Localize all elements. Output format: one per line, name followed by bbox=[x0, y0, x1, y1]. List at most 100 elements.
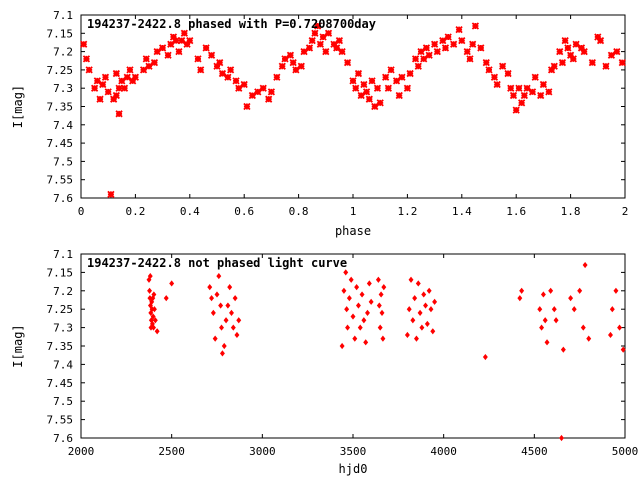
x-tick-label: 3000 bbox=[249, 445, 276, 458]
data-point bbox=[216, 58, 224, 67]
data-point bbox=[346, 295, 352, 302]
y-tick-label: 7.3 bbox=[53, 322, 73, 335]
data-point bbox=[289, 58, 297, 67]
data-point bbox=[540, 291, 546, 298]
data-point bbox=[85, 66, 93, 74]
data-point bbox=[588, 58, 596, 67]
data-point bbox=[343, 58, 352, 67]
data-point bbox=[469, 40, 477, 48]
data-point bbox=[354, 284, 360, 291]
data-point bbox=[466, 55, 474, 63]
data-point bbox=[444, 33, 452, 41]
y-tick-label: 7.6 bbox=[53, 192, 73, 205]
data-point bbox=[609, 306, 615, 313]
data-point bbox=[183, 40, 191, 48]
data-point bbox=[178, 36, 186, 45]
data-point bbox=[335, 36, 344, 45]
data-point bbox=[523, 84, 531, 92]
y-tick-label: 7.4 bbox=[53, 119, 73, 132]
data-point bbox=[129, 77, 137, 85]
data-point bbox=[455, 26, 463, 34]
panel-phased: 0 0.2 0.4 0.6 0.8 1 1.2 1.4 1.6 1.8 2 7.1 7.15 7.2 7.2… bbox=[11, 9, 628, 238]
data-point bbox=[548, 287, 554, 294]
y-tick-label: 7.55 bbox=[47, 414, 74, 427]
data-point bbox=[305, 44, 314, 52]
data-point bbox=[560, 346, 566, 353]
data-point bbox=[404, 331, 410, 339]
data-point bbox=[145, 62, 153, 70]
data-point bbox=[463, 47, 471, 56]
data-point bbox=[608, 331, 613, 339]
x-tick-label: 1.4 bbox=[452, 205, 472, 218]
data-point bbox=[537, 91, 545, 100]
data-point bbox=[278, 62, 286, 70]
data-point bbox=[352, 335, 358, 342]
data-point bbox=[571, 306, 577, 313]
data-point bbox=[363, 339, 369, 346]
data-point bbox=[131, 73, 140, 81]
data-point bbox=[558, 58, 567, 67]
data-point bbox=[586, 335, 592, 342]
data-point bbox=[212, 335, 218, 342]
data-point bbox=[152, 317, 158, 324]
data-point bbox=[361, 317, 367, 324]
data-point bbox=[147, 272, 153, 280]
data-point bbox=[169, 280, 175, 287]
data-point bbox=[423, 302, 428, 309]
data-point bbox=[566, 51, 575, 59]
data-point bbox=[368, 77, 376, 85]
data-point bbox=[504, 69, 512, 78]
data-point bbox=[381, 284, 387, 291]
data-point bbox=[158, 44, 167, 52]
x-tick-label: 2 bbox=[622, 205, 629, 218]
y-tick-label: 7.15 bbox=[47, 266, 74, 279]
data-point bbox=[175, 47, 183, 56]
data-point bbox=[202, 44, 210, 52]
data-point bbox=[421, 291, 427, 298]
data-point bbox=[339, 342, 345, 350]
y-axis-label: I[mag] bbox=[11, 324, 25, 367]
data-point bbox=[350, 313, 356, 320]
data-point bbox=[112, 69, 120, 78]
data-point bbox=[221, 342, 227, 350]
chart-title: 194237-2422.8 phased with P=0.7208700day bbox=[87, 17, 376, 31]
x-tick-label: 0.6 bbox=[234, 205, 254, 218]
data-point bbox=[580, 324, 586, 331]
data-point bbox=[561, 36, 569, 45]
data-point bbox=[154, 328, 160, 335]
x-tick-label: 4500 bbox=[521, 445, 548, 458]
data-point bbox=[207, 284, 213, 291]
data-point bbox=[243, 102, 251, 111]
data-point bbox=[210, 309, 216, 316]
data-point bbox=[362, 88, 371, 96]
data-point bbox=[550, 62, 558, 70]
data-point bbox=[392, 77, 401, 85]
data-point bbox=[512, 106, 520, 114]
data-point bbox=[518, 99, 526, 107]
data-point bbox=[169, 33, 178, 41]
data-point bbox=[376, 302, 382, 309]
data-point bbox=[490, 73, 499, 81]
data-points bbox=[80, 22, 626, 198]
data-point bbox=[545, 88, 553, 96]
data-point bbox=[375, 276, 381, 283]
x-tick-label: 0.2 bbox=[125, 205, 145, 218]
data-point bbox=[433, 47, 441, 56]
data-point bbox=[485, 66, 493, 74]
data-point bbox=[382, 73, 390, 81]
data-point bbox=[607, 51, 616, 59]
y-tick-label: 7.25 bbox=[47, 303, 74, 316]
y-axis-label: I[mag] bbox=[11, 85, 25, 128]
data-point bbox=[214, 291, 220, 298]
data-point bbox=[420, 55, 428, 63]
data-point bbox=[150, 58, 159, 67]
data-point bbox=[267, 88, 276, 96]
data-point bbox=[620, 346, 626, 353]
data-point bbox=[387, 66, 395, 74]
data-point bbox=[248, 91, 256, 100]
data-point bbox=[366, 280, 372, 287]
data-point bbox=[338, 47, 346, 56]
y-tick-label: 7.45 bbox=[47, 377, 74, 390]
y-tick-label: 7.2 bbox=[53, 46, 73, 59]
